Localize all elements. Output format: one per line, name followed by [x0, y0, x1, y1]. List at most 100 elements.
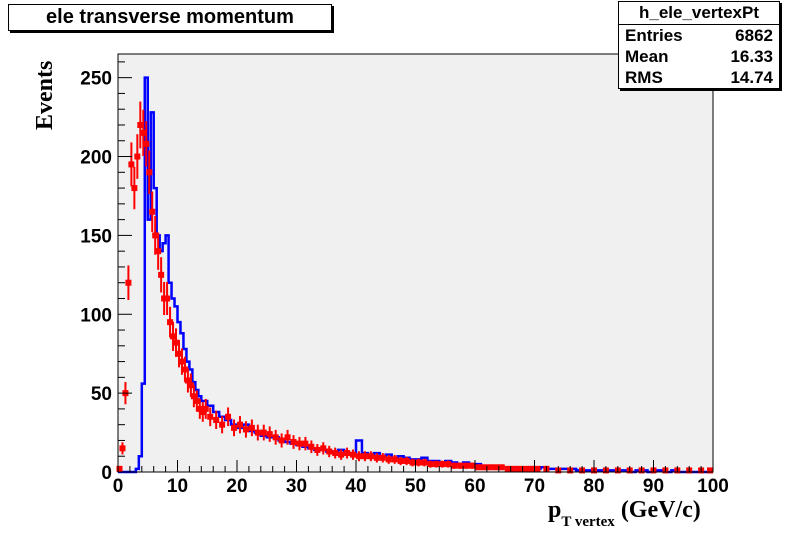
data-point [474, 464, 481, 471]
data-point [178, 358, 185, 365]
data-point [308, 443, 315, 450]
data-point [184, 377, 191, 384]
data-point [116, 465, 123, 472]
histogram-title: ele transverse momentum [8, 4, 332, 31]
data-point [175, 350, 182, 357]
data-point [320, 445, 327, 452]
data-point [284, 434, 291, 441]
data-point [498, 464, 505, 471]
data-point [266, 431, 273, 438]
stats-entries-value: 6862 [735, 26, 773, 45]
data-point [385, 456, 392, 463]
data-point [403, 457, 410, 464]
x-tick-label: 10 [167, 476, 188, 497]
data-point [451, 462, 458, 469]
data-point [433, 461, 440, 468]
x-tick-label: 100 [697, 476, 729, 497]
stats-name: h_ele_vertexPt [619, 2, 779, 25]
data-point [379, 454, 386, 461]
y-tick-label: 200 [80, 148, 112, 169]
y-axis-title: Events [32, 60, 58, 130]
stats-row-rms: RMS 14.74 [619, 67, 779, 88]
stats-mean-label: Mean [625, 47, 669, 66]
data-point [373, 454, 380, 461]
data-point [445, 461, 452, 468]
x-tick-label: 50 [405, 476, 426, 497]
data-point [350, 451, 357, 458]
data-point [187, 382, 194, 389]
data-point [137, 121, 144, 128]
data-point [196, 405, 203, 412]
x-tick-label: 20 [226, 476, 247, 497]
data-point [528, 465, 535, 472]
data-point [296, 440, 303, 447]
data-point [522, 465, 529, 472]
data-point [125, 279, 132, 286]
data-point [119, 445, 126, 452]
data-point [439, 461, 446, 468]
data-point [260, 429, 267, 436]
data-point [421, 459, 428, 466]
data-point [155, 248, 162, 255]
data-point [290, 439, 297, 446]
data-point [391, 456, 398, 463]
data-point [278, 437, 285, 444]
data-point [149, 208, 156, 215]
x-tick-label: 0 [113, 476, 124, 497]
data-point [427, 461, 434, 468]
data-point [367, 453, 374, 460]
y-tick-label: 100 [80, 305, 112, 326]
data-point [254, 429, 261, 436]
stats-entries-label: Entries [625, 26, 683, 45]
data-point [510, 465, 517, 472]
data-point [146, 169, 153, 176]
data-point [457, 462, 464, 469]
x-axis-title-main: p [548, 497, 562, 523]
y-tick-label: 150 [80, 226, 112, 247]
x-tick-label: 60 [464, 476, 485, 497]
data-point [207, 413, 214, 420]
stats-box: h_ele_vertexPt Entries 6862 Mean 16.33 R… [618, 1, 780, 89]
y-tick-label: 250 [80, 69, 112, 90]
data-point [143, 140, 150, 147]
data-point [344, 450, 351, 457]
data-point [516, 465, 523, 472]
data-point [361, 453, 368, 460]
x-tick-label: 30 [286, 476, 307, 497]
data-point [225, 413, 232, 420]
data-point [463, 462, 470, 469]
data-point [181, 366, 188, 373]
x-axis-title-unit: (GeV/c) [614, 497, 701, 523]
data-point [504, 465, 511, 472]
data-point [326, 448, 333, 455]
data-point [231, 424, 238, 431]
data-point [202, 405, 209, 412]
data-point [397, 457, 404, 464]
data-point [170, 333, 177, 340]
data-point [199, 409, 206, 416]
x-tick-label: 90 [643, 476, 664, 497]
y-tick-label: 50 [91, 384, 112, 405]
data-point [190, 393, 197, 400]
stats-mean-value: 16.33 [730, 47, 773, 66]
data-point [193, 398, 200, 405]
y-tick-label: 0 [101, 463, 112, 484]
x-tick-label: 40 [345, 476, 366, 497]
data-point [167, 319, 174, 326]
data-point [134, 153, 141, 160]
axes-layer: 0 10 20 30 40 50 60 70 80 90 100 0 50 100 150 200 250 [80, 54, 729, 497]
stats-rms-label: RMS [625, 68, 663, 87]
data-point [248, 424, 255, 431]
data-point [128, 161, 135, 168]
data-point [492, 464, 499, 471]
data-point [302, 440, 309, 447]
x-tick-label: 80 [583, 476, 604, 497]
data-point [707, 467, 714, 474]
data-point [486, 464, 493, 471]
data-point [213, 416, 220, 423]
data-point [332, 450, 339, 457]
data-point [173, 339, 180, 346]
data-point [158, 271, 165, 278]
x-axis-title-sub: T vertex [561, 514, 615, 530]
